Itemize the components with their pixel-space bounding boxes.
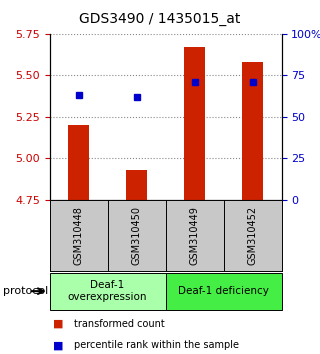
Text: protocol: protocol	[3, 286, 48, 296]
Bar	[50, 273, 166, 310]
Bar	[166, 273, 282, 310]
Text: Deaf-1 deficiency: Deaf-1 deficiency	[178, 286, 269, 296]
Text: Deaf-1
overexpression: Deaf-1 overexpression	[68, 280, 147, 302]
Bar	[243, 62, 263, 200]
Text: GDS3490 / 1435015_at: GDS3490 / 1435015_at	[79, 12, 241, 27]
Bar	[184, 47, 205, 200]
Text: GSM310448: GSM310448	[74, 206, 84, 265]
Bar	[68, 125, 89, 200]
Text: percentile rank within the sample: percentile rank within the sample	[74, 340, 239, 350]
Text: GSM310450: GSM310450	[132, 206, 142, 265]
Text: transformed count: transformed count	[74, 319, 164, 329]
Text: ■: ■	[53, 319, 63, 329]
Text: GSM310449: GSM310449	[190, 206, 200, 265]
Text: GSM310452: GSM310452	[248, 206, 258, 265]
Bar	[126, 170, 147, 200]
Text: ■: ■	[53, 340, 63, 350]
